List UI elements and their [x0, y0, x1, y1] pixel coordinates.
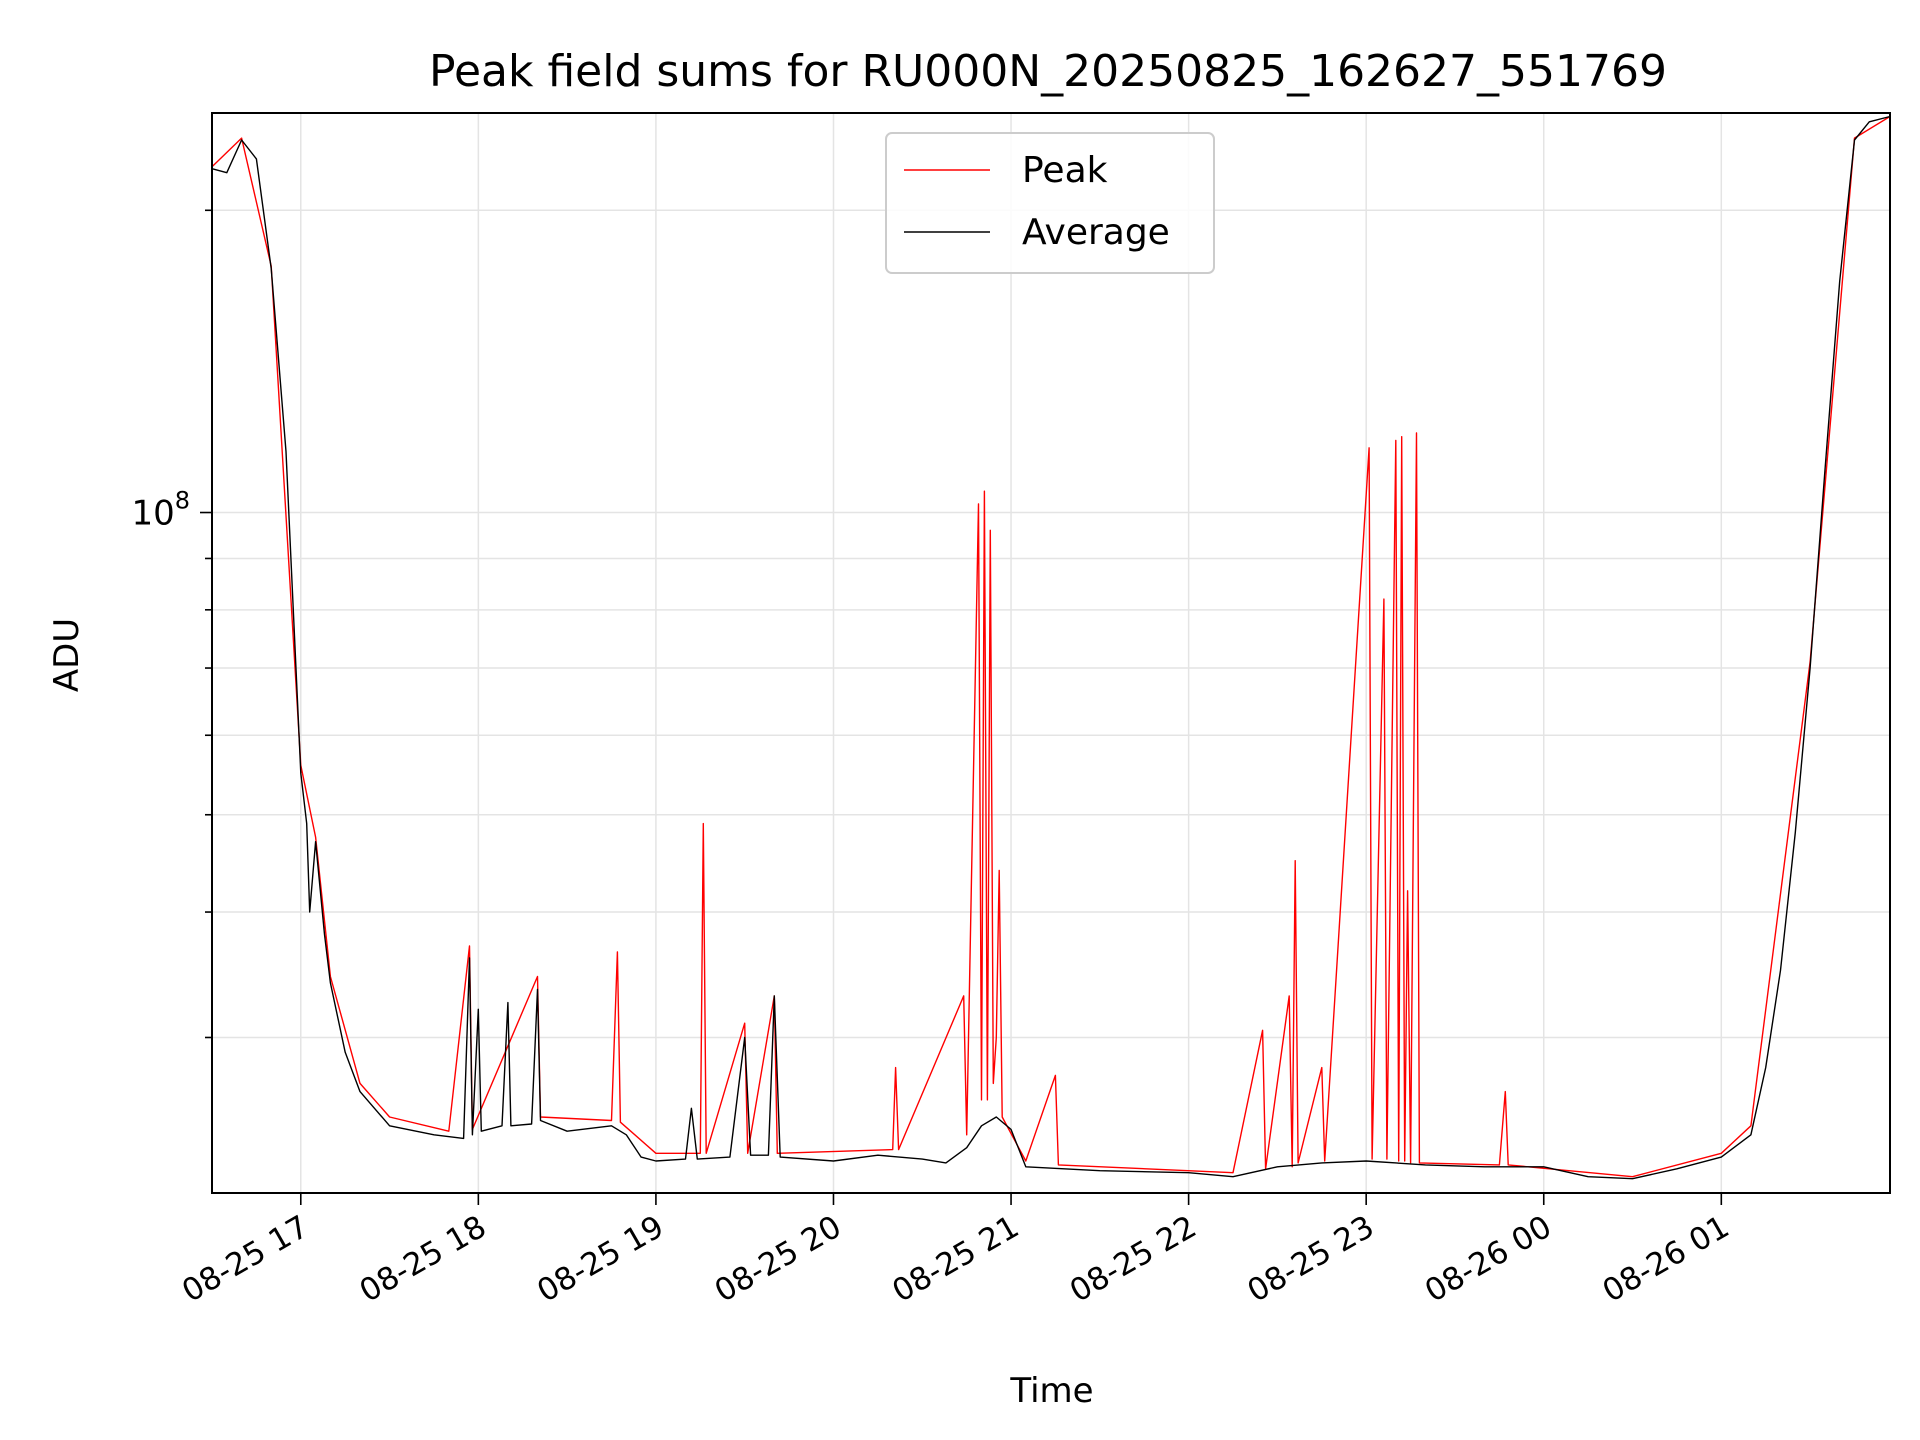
x-axis-label: Time — [1009, 1371, 1093, 1411]
legend: Peak Average — [885, 132, 1215, 274]
y-axis-label: ADU — [47, 618, 87, 692]
legend-box — [885, 132, 1215, 274]
plot-frame — [211, 112, 1891, 1194]
series-layer — [211, 115, 1891, 1180]
series-line-average — [211, 115, 1891, 1180]
legend-label-peak: Peak — [1022, 150, 1108, 191]
legend-label-average: Average — [1022, 212, 1170, 253]
y-tick-label: 108 — [131, 487, 190, 534]
chart-title: Peak field sums for RU000N_20250825_1626… — [429, 46, 1667, 97]
grid — [212, 113, 1890, 1193]
